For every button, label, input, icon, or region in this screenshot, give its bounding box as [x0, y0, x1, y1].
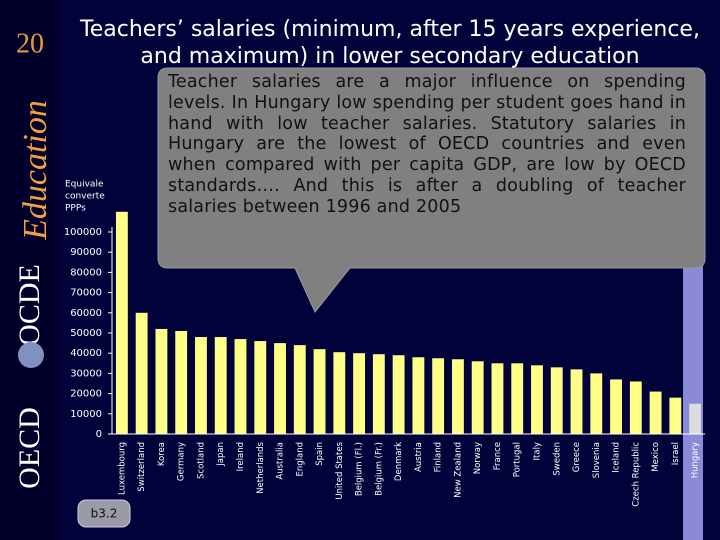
x-tick-label: England	[295, 442, 305, 477]
y-axis-label: PPPs	[65, 204, 86, 214]
x-tick-label: Australia	[276, 442, 286, 480]
y-tick-label: 40000	[70, 348, 102, 359]
button[interactable]	[77, 499, 131, 528]
x-tick-label: Italy	[532, 442, 542, 460]
y-tick-label: 90000	[70, 247, 102, 258]
x-tick-label: Slovenia	[592, 442, 602, 478]
logo-strip	[0, 0, 60, 540]
bar	[155, 328, 168, 434]
bar	[293, 345, 306, 434]
logo-dot	[18, 342, 44, 368]
x-tick-label: Hungary	[691, 442, 701, 478]
bar	[471, 361, 484, 434]
plot: Equivale converte PPPs 0 10000 20000 30000 4000…	[64, 180, 705, 507]
x-tick-label: Israel	[671, 442, 681, 465]
bar	[451, 359, 464, 434]
bar	[649, 391, 662, 434]
bar	[274, 343, 286, 434]
bar	[353, 353, 366, 434]
logo-oecd: OECD	[13, 407, 46, 489]
bar	[254, 341, 267, 434]
bar	[511, 363, 524, 434]
bar	[550, 367, 563, 434]
y-tick-label: 30000	[70, 368, 102, 379]
bar	[491, 363, 504, 434]
x-tick-label: Ireland	[236, 442, 246, 471]
x-tick-label: Greece	[572, 442, 582, 472]
bar	[531, 365, 543, 434]
bar	[372, 354, 385, 434]
button-label[interactable]: b3.2	[91, 507, 118, 521]
bar	[689, 403, 702, 434]
x-tick-label: Czech Republic	[631, 442, 641, 507]
bar	[412, 357, 425, 434]
callout-box	[157, 67, 706, 313]
y-tick-label: 100000	[64, 227, 102, 238]
bar	[234, 339, 247, 434]
y-tick-label: 0	[96, 429, 102, 440]
y-axis-label: converte	[65, 192, 105, 202]
y-axis-label: Equivale	[65, 180, 104, 190]
logo-ocde: OCDE	[13, 264, 46, 346]
x-tick-label: New Zealand	[453, 442, 463, 498]
y-tick-label: 50000	[70, 328, 102, 339]
logo-education: Education	[17, 100, 54, 241]
chart-title: Teachers’ salaries (minimum, after 15 ye…	[79, 17, 700, 42]
x-tick-label: Iceland	[612, 442, 622, 473]
bar	[214, 337, 227, 434]
x-tick-label: Netherlands	[256, 441, 266, 493]
bar	[392, 355, 405, 434]
x-tick-label: Japan	[216, 442, 226, 467]
y-tick-label: 70000	[70, 288, 102, 299]
y-tick-label: 10000	[70, 409, 102, 420]
bar	[135, 312, 148, 434]
x-tick-label: Luxembourg	[117, 442, 127, 495]
bar	[669, 397, 682, 434]
x-tick-label: Finland	[434, 442, 444, 472]
bar	[629, 381, 642, 434]
bar	[333, 352, 346, 434]
x-tick-label: Scotland	[196, 442, 206, 479]
bar	[313, 349, 326, 434]
callout-text: Teacher salaries are a major influence o…	[168, 72, 686, 217]
x-tick-label: Switzerland	[137, 442, 147, 492]
x-tick-label: Denmark	[394, 442, 404, 481]
x-tick-label: Belgium (Fl.)	[355, 442, 365, 496]
slide-number: 20	[16, 28, 44, 59]
x-tick-label: United States	[335, 441, 345, 499]
y-tick-label: 80000	[70, 267, 102, 278]
bar	[570, 369, 583, 434]
y-tick-label: 60000	[70, 308, 102, 319]
x-tick-label: Germany	[177, 442, 187, 481]
x-tick-label: Mexico	[651, 442, 661, 472]
chart-title: and maximum) in lower secondary educatio…	[140, 44, 639, 69]
y-tick-label: 20000	[70, 389, 102, 400]
bar	[590, 373, 603, 434]
x-tick-label: Austria	[414, 442, 424, 472]
x-tick-label: France	[493, 442, 503, 470]
bar	[175, 330, 188, 434]
x-tick-label: Norway	[473, 442, 483, 474]
x-tick-label: Portugal	[513, 442, 523, 477]
x-tick-label: Belgium (Fr.)	[374, 442, 384, 496]
bar	[432, 358, 445, 434]
bar	[115, 211, 128, 434]
x-tick-label: Korea	[157, 442, 167, 466]
bar	[195, 337, 207, 434]
x-tick-label: Spain	[315, 442, 325, 466]
bar	[610, 379, 622, 434]
x-tick-label: Sweden	[552, 442, 562, 476]
